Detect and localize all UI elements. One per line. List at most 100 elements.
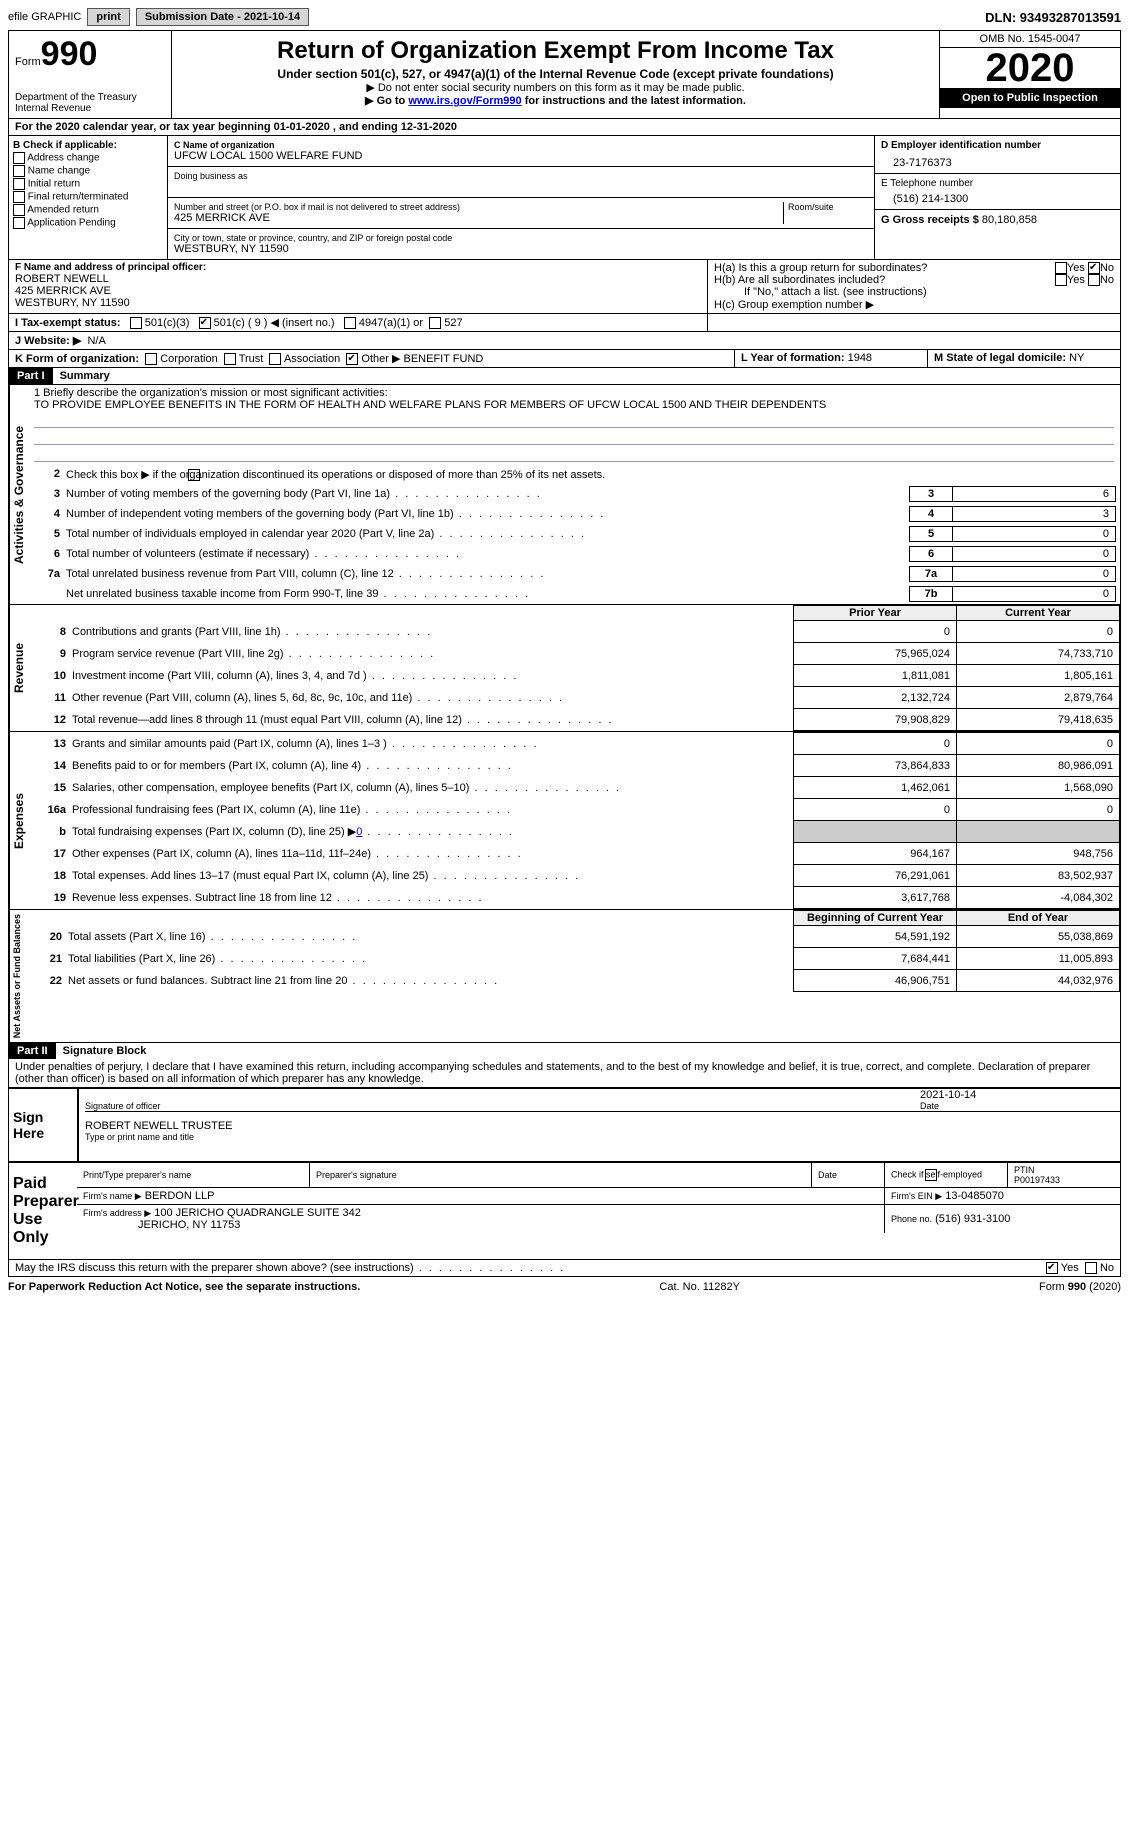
firm-name: BERDON LLP [145, 1190, 215, 1202]
discuss-no[interactable] [1085, 1262, 1097, 1274]
i-501c3[interactable] [130, 317, 142, 329]
phone-value: (516) 214-1300 [881, 189, 1114, 205]
i-501c[interactable] [199, 317, 211, 329]
form-label: Form [15, 56, 41, 68]
cb-amended[interactable] [13, 204, 25, 216]
k-trust[interactable] [224, 353, 236, 365]
gross-receipts: 80,180,858 [982, 214, 1037, 226]
self-emp-cb[interactable] [925, 1169, 937, 1181]
part2-tag: Part II [9, 1043, 56, 1059]
box-i-label: I Tax-exempt status: [15, 317, 121, 329]
prep-date-label: Date [812, 1163, 885, 1188]
tax-year: 2020 [940, 48, 1120, 88]
footer-left: For Paperwork Reduction Act Notice, see … [8, 1281, 360, 1293]
officer-city: WESTBURY, NY 11590 [15, 297, 701, 309]
box-g-label: G Gross receipts $ [881, 214, 979, 226]
cb-name-change[interactable] [13, 165, 25, 177]
ptin-value: P00197433 [1014, 1175, 1114, 1185]
k-other[interactable] [346, 353, 358, 365]
col-end: End of Year [957, 911, 1120, 926]
box-b: B Check if applicable: Address change Na… [9, 136, 168, 259]
cb-pending[interactable] [13, 217, 25, 229]
open-inspection: Open to Public Inspection [940, 88, 1120, 108]
hb-no[interactable] [1088, 274, 1100, 286]
box-l-label: L Year of formation: [741, 352, 845, 364]
print-button[interactable]: print [87, 8, 129, 26]
line2-checkbox[interactable] [188, 469, 200, 481]
sign-here-label: Sign Here [9, 1089, 77, 1161]
instructions-link[interactable]: www.irs.gov/Form990 [408, 95, 521, 107]
cb-address-change[interactable] [13, 152, 25, 164]
dln-label: DLN: 93493287013591 [985, 10, 1121, 25]
website-value: N/A [87, 335, 105, 347]
mission-label: 1 Briefly describe the organization's mi… [34, 387, 1114, 399]
footer-mid: Cat. No. 11282Y [659, 1281, 740, 1293]
sig-date-label: Date [920, 1101, 1120, 1111]
i-4947[interactable] [344, 317, 356, 329]
box-c-name-label: C Name of organization [174, 140, 275, 150]
h-note: If "No," attach a list. (see instruction… [714, 286, 1114, 298]
i-527[interactable] [429, 317, 441, 329]
sig-date-val: 2021-10-14 [920, 1089, 1120, 1101]
efile-label: efile GRAPHIC [8, 11, 81, 23]
vlabel-revenue: Revenue [9, 605, 28, 731]
ha-no[interactable] [1088, 262, 1100, 274]
city-label: City or town, state or province, country… [174, 233, 868, 243]
firm-addr2: JERICHO, NY 11753 [138, 1219, 240, 1231]
mission-text: TO PROVIDE EMPLOYEE BENEFITS IN THE FORM… [34, 399, 1114, 411]
sig-name: ROBERT NEWELL TRUSTEE [85, 1120, 1120, 1132]
form-title: Return of Organization Exempt From Incom… [178, 37, 933, 65]
vlabel-net: Net Assets or Fund Balances [9, 910, 24, 1042]
ha-label: H(a) Is this a group return for subordin… [714, 262, 1055, 274]
declaration: Under penalties of perjury, I declare th… [9, 1059, 1120, 1087]
box-b-label: B Check if applicable: [13, 140, 163, 151]
cb-initial-return[interactable] [13, 178, 25, 190]
prep-sig-label: Preparer's signature [310, 1163, 812, 1188]
discuss-label: May the IRS discuss this return with the… [15, 1262, 1046, 1274]
submission-date-button[interactable]: Submission Date - 2021-10-14 [136, 8, 309, 26]
k-corp[interactable] [145, 353, 157, 365]
addr-label: Number and street (or P.O. box if mail i… [174, 202, 783, 212]
k-assoc[interactable] [269, 353, 281, 365]
prep-name-label: Print/Type preparer's name [77, 1163, 310, 1188]
ptin-label: PTIN [1014, 1165, 1114, 1175]
ha-yes[interactable] [1055, 262, 1067, 274]
type-name-label: Type or print name and title [85, 1132, 1120, 1142]
box-k-label: K Form of organization: [15, 353, 139, 365]
form-header: Form990 Department of the Treasury Inter… [9, 31, 1120, 119]
org-name: UFCW LOCAL 1500 WELFARE FUND [174, 150, 868, 162]
vlabel-expenses: Expenses [9, 732, 28, 909]
sig-officer-label: Signature of officer [85, 1101, 920, 1111]
k-other-val: BENEFIT FUND [403, 353, 483, 365]
paid-preparer-label: Paid Preparer Use Only [9, 1163, 77, 1259]
line-a: For the 2020 calendar year, or tax year … [9, 119, 1120, 136]
vlabel-governance: Activities & Governance [9, 385, 28, 604]
part1-tag: Part I [9, 368, 53, 384]
room-label: Room/suite [788, 202, 868, 212]
ein-value: 23-7176373 [881, 151, 1114, 169]
footer-right: Form 990 (2020) [1039, 1281, 1121, 1293]
form-number: 990 [41, 35, 98, 73]
box-f-label: F Name and address of principal officer: [15, 262, 206, 273]
box-d-label: D Employer identification number [881, 140, 1114, 151]
officer-name: ROBERT NEWELL [15, 273, 701, 285]
note-ssn: ▶ Do not enter social security numbers o… [178, 81, 933, 94]
officer-addr: 425 MERRICK AVE [15, 285, 701, 297]
org-address: 425 MERRICK AVE [174, 212, 783, 224]
discuss-yes[interactable] [1046, 1262, 1058, 1274]
cb-final-return[interactable] [13, 191, 25, 203]
top-toolbar: efile GRAPHIC print Submission Date - 20… [8, 8, 1121, 26]
box-j-label: J Website: ▶ [15, 335, 81, 347]
hb-yes[interactable] [1055, 274, 1067, 286]
box-e-label: E Telephone number [881, 178, 1114, 189]
goto-post: for instructions and the latest informat… [522, 95, 746, 107]
org-city: WESTBURY, NY 11590 [174, 243, 868, 255]
hc-label: H(c) Group exemption number ▶ [714, 298, 1114, 311]
col-prior: Prior Year [794, 606, 957, 621]
form-subtitle: Under section 501(c), 527, or 4947(a)(1)… [178, 67, 933, 81]
firm-ein: 13-0485070 [945, 1190, 1004, 1202]
box-m-label: M State of legal domicile: [934, 352, 1066, 364]
firm-addr1: 100 JERICHO QUADRANGLE SUITE 342 [154, 1207, 361, 1219]
part2-title: Signature Block [63, 1045, 147, 1057]
col-beg: Beginning of Current Year [794, 911, 957, 926]
